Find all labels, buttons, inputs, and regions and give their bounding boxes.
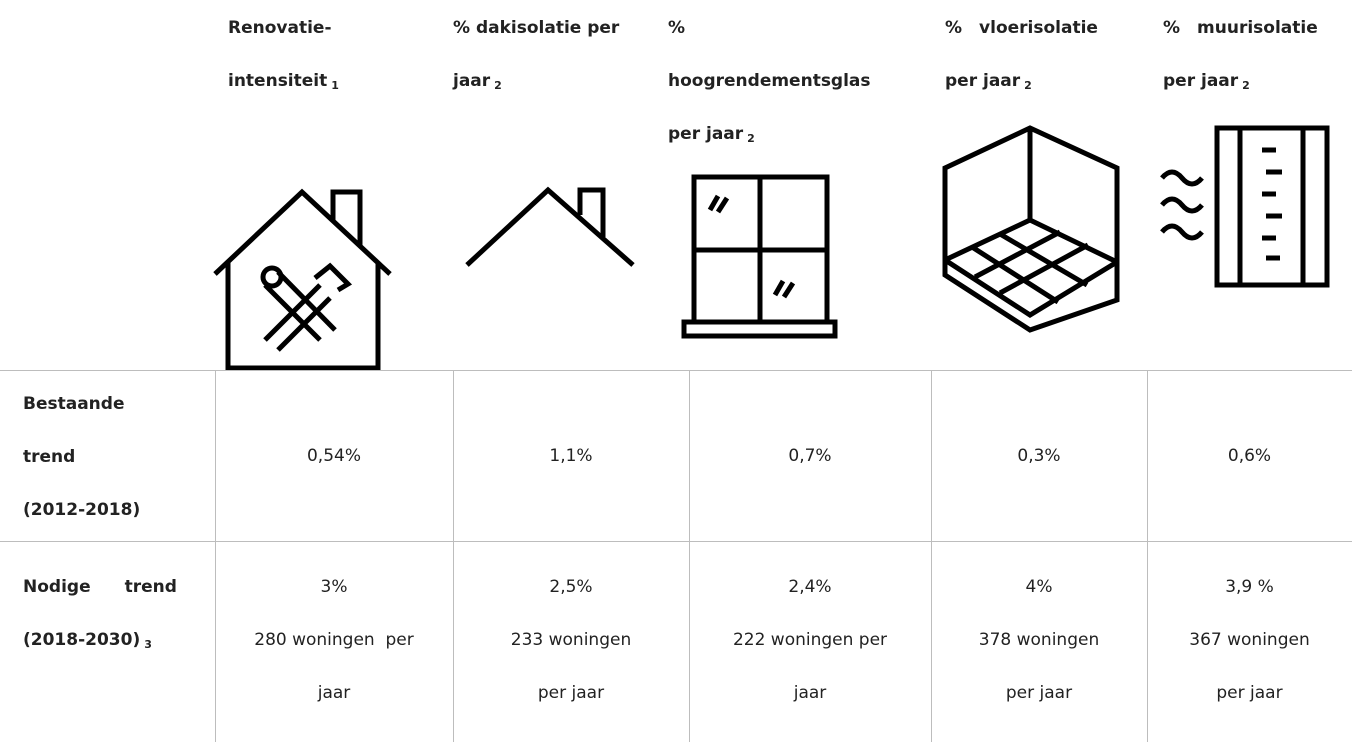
header-text: Renovatie-	[228, 18, 332, 38]
cell-text: per jaar	[537, 683, 605, 703]
roof-icon	[465, 186, 635, 267]
header-text: hoogrendementsglas	[668, 71, 871, 91]
cell-text: 2,4%	[788, 577, 832, 597]
row-label: Bestaande	[23, 394, 125, 414]
header-text: %	[668, 18, 686, 38]
header-text: per jaar 2	[1163, 71, 1250, 92]
cell-text: 233 woningen	[510, 630, 632, 650]
header-text: % muurisolatie	[1163, 18, 1318, 38]
footnote-mark: 2	[494, 79, 502, 92]
header-text: % dakisolatie per	[453, 18, 620, 38]
column-border	[453, 370, 454, 742]
cell-text: 222 woningen per	[732, 630, 888, 650]
row-border	[0, 370, 1352, 371]
cell-text: 4%	[1025, 577, 1053, 597]
cell-text: 378 woningen	[978, 630, 1100, 650]
row-border	[0, 541, 1352, 542]
row-label: Nodige trend	[23, 577, 177, 597]
header-text: intensiteit 1	[228, 71, 339, 92]
column-border	[215, 370, 216, 742]
window-icon	[681, 174, 838, 339]
column-border	[689, 370, 690, 742]
cell-text: 0,54%	[306, 445, 361, 466]
row-label: trend	[23, 447, 76, 467]
column-border	[931, 370, 932, 742]
cell-text: 1,1%	[549, 445, 593, 466]
cell-text: 367 woningen	[1189, 630, 1310, 650]
cell-text: jaar	[317, 683, 351, 703]
cell-text: 0,6%	[1227, 445, 1272, 466]
floor-icon	[942, 125, 1120, 333]
row-label: (2018-2030) 3	[23, 630, 152, 651]
cell-text: 0,7%	[788, 445, 832, 466]
header-text: % vloerisolatie	[945, 18, 1098, 38]
wall-icon	[1160, 125, 1330, 288]
cell-text: jaar	[793, 683, 827, 703]
cell-text: 2,5%	[549, 577, 593, 597]
row-label: (2012-2018)	[23, 500, 141, 520]
footnote-mark: 3	[144, 638, 152, 651]
cell-text: per jaar	[1216, 683, 1283, 703]
header-text: jaar 2	[453, 71, 502, 92]
footnote-mark: 2	[1024, 79, 1032, 92]
footnote-mark: 2	[1242, 79, 1250, 92]
cell-text: 280 woningen per	[254, 630, 414, 650]
cell-text: 3,9 %	[1225, 577, 1274, 597]
renovation-icon	[213, 188, 392, 371]
header-text: per jaar 2	[945, 71, 1032, 92]
cell-text: per jaar	[1005, 683, 1073, 703]
header-text: per jaar 2	[668, 124, 755, 145]
footnote-mark: 1	[331, 79, 339, 92]
cell-text: 3%	[320, 577, 348, 597]
icons	[213, 125, 1330, 371]
cell-text: 0,3%	[1017, 445, 1061, 466]
column-border	[1147, 370, 1148, 742]
footnote-mark: 2	[747, 132, 755, 145]
